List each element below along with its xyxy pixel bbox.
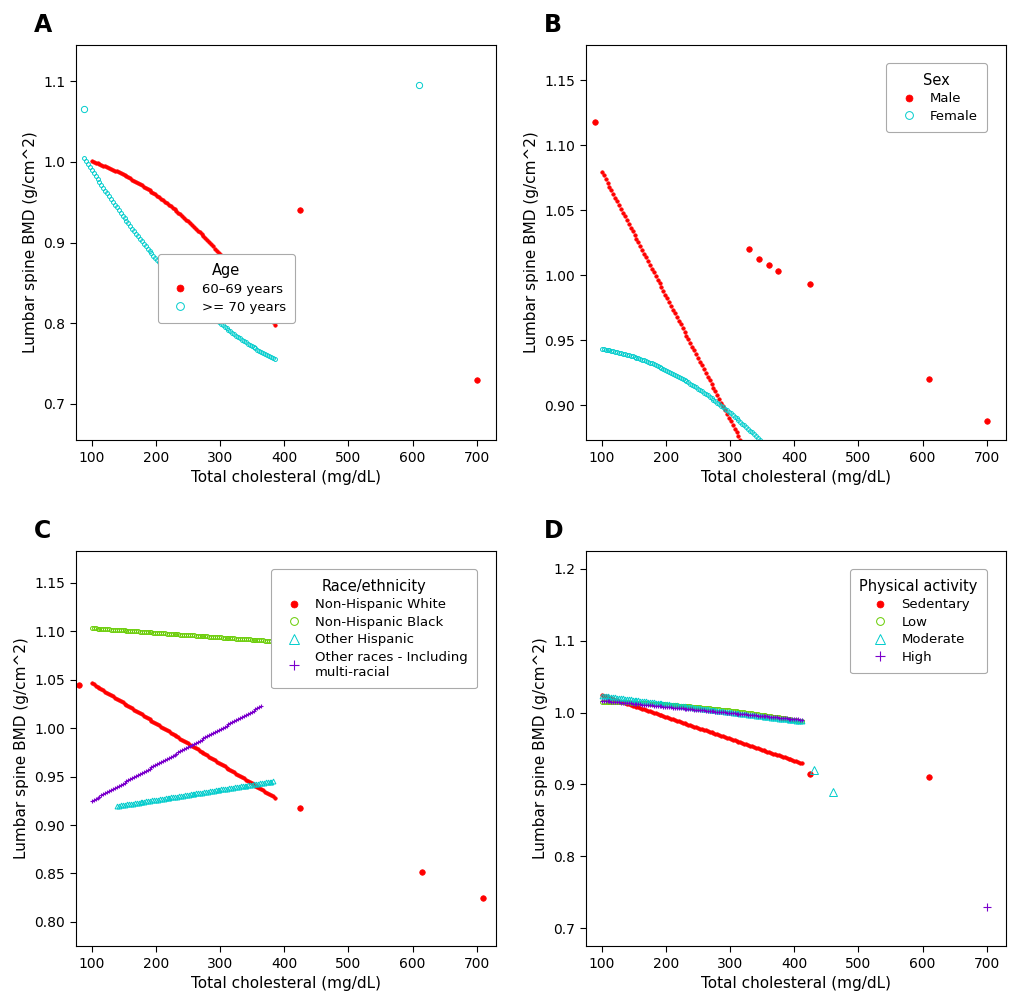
X-axis label: Total cholesteral (mg/dL): Total cholesteral (mg/dL) xyxy=(191,470,380,485)
Text: B: B xyxy=(543,13,561,37)
Y-axis label: Lumbar spine BMD (g/cm^2): Lumbar spine BMD (g/cm^2) xyxy=(532,637,547,859)
Legend: Sedentary, Low, Moderate, High: Sedentary, Low, Moderate, High xyxy=(849,570,986,673)
Text: C: C xyxy=(34,519,51,543)
Text: D: D xyxy=(543,519,562,543)
X-axis label: Total cholesteral (mg/dL): Total cholesteral (mg/dL) xyxy=(700,470,890,485)
Legend: 60–69 years, >= 70 years: 60–69 years, >= 70 years xyxy=(158,254,294,323)
Y-axis label: Lumbar spine BMD (g/cm^2): Lumbar spine BMD (g/cm^2) xyxy=(22,132,38,354)
X-axis label: Total cholesteral (mg/dL): Total cholesteral (mg/dL) xyxy=(191,976,380,991)
Y-axis label: Lumbar spine BMD (g/cm^2): Lumbar spine BMD (g/cm^2) xyxy=(524,132,538,354)
Legend: Non-Hispanic White, Non-Hispanic Black, Other Hispanic, Other races - Including
: Non-Hispanic White, Non-Hispanic Black, … xyxy=(271,570,477,688)
Y-axis label: Lumbar spine BMD (g/cm^2): Lumbar spine BMD (g/cm^2) xyxy=(14,637,29,859)
X-axis label: Total cholesteral (mg/dL): Total cholesteral (mg/dL) xyxy=(700,976,890,991)
Text: A: A xyxy=(34,13,52,37)
Legend: Male, Female: Male, Female xyxy=(886,63,986,132)
